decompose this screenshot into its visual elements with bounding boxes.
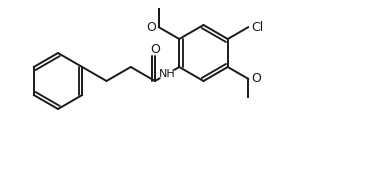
Text: O: O (251, 72, 261, 85)
Text: NH: NH (159, 69, 175, 79)
Text: Cl: Cl (251, 21, 264, 34)
Text: O: O (150, 43, 160, 56)
Text: O: O (146, 21, 156, 34)
